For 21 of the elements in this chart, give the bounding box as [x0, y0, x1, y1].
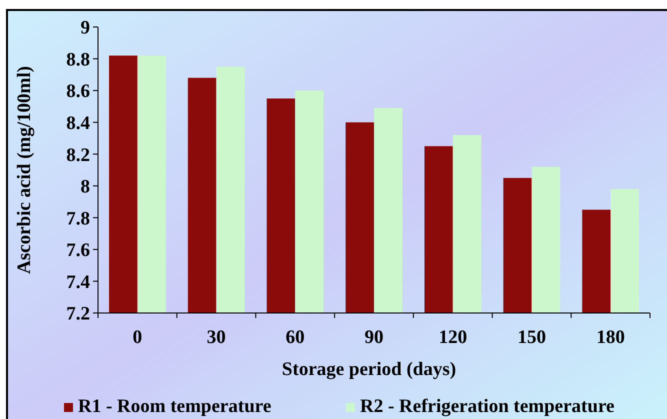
- y-tick-label: 9: [80, 18, 90, 39]
- x-tick-label: 180: [596, 327, 625, 348]
- y-tick-label: 7.2: [66, 304, 90, 325]
- x-tick-label: 0: [132, 327, 142, 348]
- y-tick-label: 8.8: [66, 49, 90, 70]
- y-tick-label: 7.8: [66, 208, 90, 230]
- y-tick-label: 7.6: [66, 240, 90, 262]
- y-tick-label: 7.4: [66, 272, 90, 293]
- y-tick-label: 8.6: [66, 81, 90, 102]
- x-axis-title: Storage period (days): [282, 359, 456, 380]
- y-tick-label: 8: [80, 176, 90, 198]
- x-tick-label: 30: [206, 327, 226, 348]
- y-tick-label: 8.2: [66, 144, 90, 166]
- legend-label: R1 - Room temperature: [78, 396, 272, 417]
- y-axis-title: Ascorbic acid (mg/100ml): [14, 66, 35, 274]
- legend-label: R2 - Refrigeration temperature: [360, 396, 614, 417]
- x-tick-label: 60: [286, 327, 305, 348]
- x-tick-label: 90: [364, 327, 384, 348]
- y-tick-label: 8.4: [66, 112, 90, 134]
- x-tick-label: 150: [517, 327, 546, 348]
- x-tick-label: 120: [438, 327, 468, 348]
